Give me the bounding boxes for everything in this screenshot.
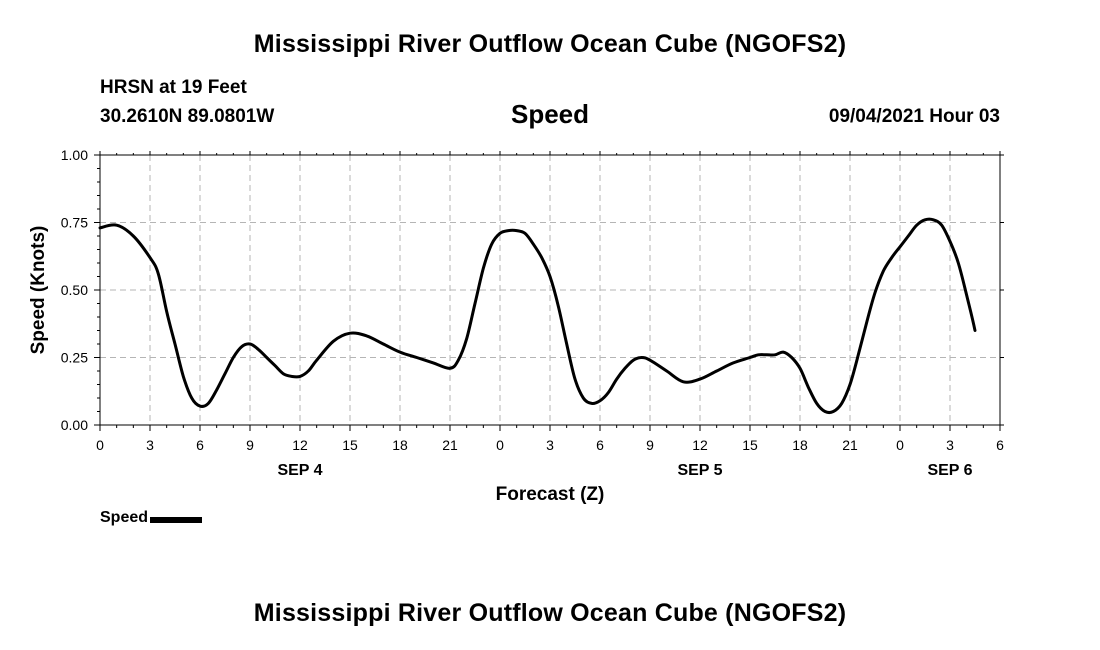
x-tick-label: 12	[692, 437, 708, 453]
x-tick-label: 18	[792, 437, 808, 453]
y-tick-label: 0.75	[61, 215, 88, 231]
datetime-label: 09/04/2021 Hour 03	[828, 106, 1000, 127]
coordinates-label: 30.2610N 89.0801W	[100, 106, 275, 127]
x-tick-label: 6	[596, 437, 604, 453]
x-tick-label: 3	[546, 437, 554, 453]
day-label: SEP 4	[277, 462, 322, 479]
x-tick-label: 21	[442, 437, 458, 453]
x-tick-label: 9	[246, 437, 254, 453]
x-tick-label: 18	[392, 437, 408, 453]
variable-title: Speed	[510, 99, 590, 129]
plot-frame	[99, 154, 1001, 426]
y-tick-label: 0.00	[61, 417, 88, 433]
day-label: SEP 6	[927, 462, 972, 479]
legend: Speed	[100, 509, 203, 527]
x-tick-label: 9	[646, 437, 654, 453]
series-line-speed	[98, 217, 977, 415]
label-layer: 0 3 6 9 12 15 18 21 0 3 6 9 12 15 18 21 0 3 6 0.00 0.25 0.50 0…	[61, 147, 1004, 479]
x-tick-label: 0	[496, 437, 504, 453]
x-tick-label: 0	[896, 437, 904, 453]
x-axis-title: Forecast (Z)	[496, 484, 605, 505]
series-layer	[98, 217, 977, 415]
station-label: HRSN at 19 Feet	[100, 77, 247, 98]
tick-layer	[94, 151, 1004, 431]
y-tick-label: 1.00	[61, 147, 88, 163]
chart-main-title: Mississippi River Outflow Ocean Cube (NG…	[253, 30, 847, 58]
day-label: SEP 5	[677, 462, 722, 479]
y-tick-label: 0.50	[61, 282, 88, 298]
y-axis-title: Speed (Knots)	[28, 226, 49, 355]
legend-swatch	[150, 517, 203, 523]
x-tick-label: 6	[996, 437, 1004, 453]
x-tick-label: 12	[292, 437, 308, 453]
x-tick-label: 3	[946, 437, 954, 453]
x-tick-label: 6	[196, 437, 204, 453]
x-tick-label: 21	[842, 437, 858, 453]
grid-layer	[100, 155, 1000, 425]
legend-label: Speed	[100, 509, 149, 526]
chart-footer-title: Mississippi River Outflow Ocean Cube (NG…	[253, 599, 847, 627]
y-tick-label: 0.25	[61, 350, 88, 366]
x-tick-label: 3	[146, 437, 154, 453]
x-tick-label: 15	[742, 437, 758, 453]
x-tick-label: 0	[96, 437, 104, 453]
x-tick-label: 15	[342, 437, 358, 453]
